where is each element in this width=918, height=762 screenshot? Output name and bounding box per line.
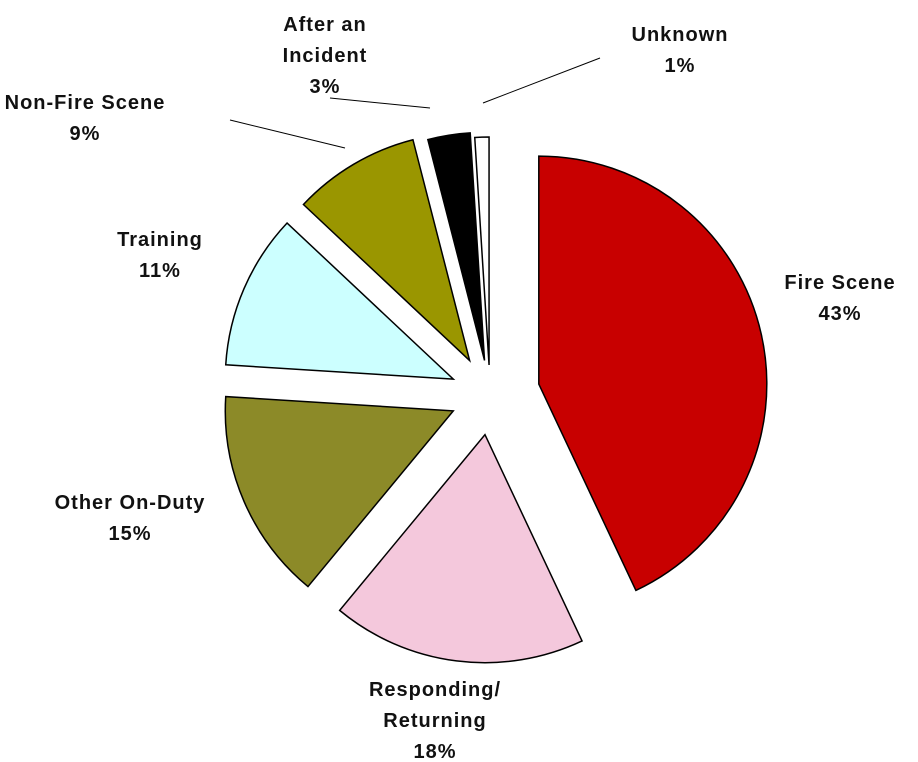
- slice-label: After an Incident 3%: [240, 10, 410, 103]
- category-label: Training: [117, 229, 203, 251]
- slice-label: Responding/ Returning 18%: [360, 675, 510, 762]
- slice-label: Unknown 1%: [595, 20, 765, 82]
- pie-slice: [426, 132, 486, 361]
- value-label: 1%: [664, 55, 696, 77]
- slice-label: Non-Fire Scene 9%: [0, 88, 170, 150]
- pie-slice: [224, 395, 455, 588]
- category-label: After an Incident: [282, 14, 368, 67]
- value-label: 18%: [413, 741, 457, 762]
- category-label: Non-Fire Scene: [4, 92, 166, 114]
- slice-label: Training 11%: [75, 225, 245, 287]
- pie-slice: [224, 221, 456, 380]
- slice-label: Fire Scene 43%: [755, 268, 918, 330]
- leader-line: [229, 119, 346, 149]
- pie-slice: [338, 433, 584, 664]
- slice-label: Other On-Duty 15%: [45, 488, 215, 550]
- category-label: Other On-Duty: [54, 492, 206, 514]
- value-label: 9%: [69, 123, 101, 145]
- value-label: 3%: [309, 76, 341, 98]
- leader-line: [329, 97, 431, 109]
- category-label: Fire Scene: [784, 272, 896, 294]
- pie-slice: [302, 138, 472, 363]
- category-label: Responding/ Returning: [368, 679, 502, 732]
- value-label: 11%: [139, 260, 181, 282]
- pie-slice: [538, 155, 768, 592]
- value-label: 43%: [818, 303, 862, 325]
- pie-slice: [473, 136, 490, 366]
- category-label: Unknown: [631, 24, 729, 46]
- leader-line: [482, 57, 601, 104]
- value-label: 15%: [108, 523, 152, 545]
